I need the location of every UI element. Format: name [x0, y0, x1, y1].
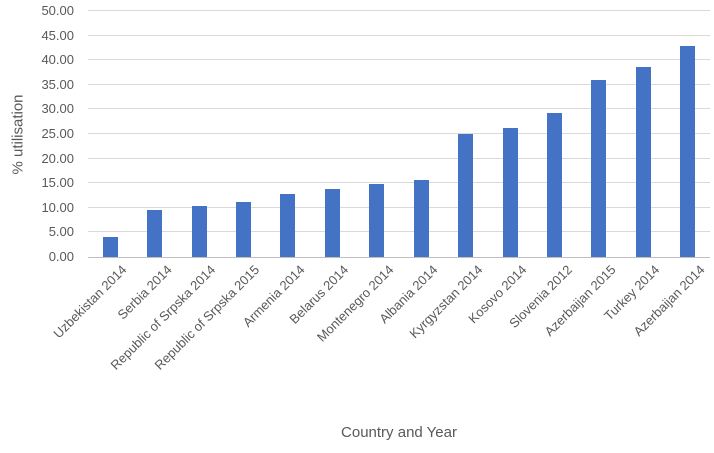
gridline — [88, 133, 710, 134]
y-axis-tick-labels: 0.00 5.00 10.00 15.00 20.00 25.00 30.00 35.00 40… — [0, 3, 74, 264]
y-tick-label: 30.00 — [41, 101, 74, 116]
gridline — [88, 207, 710, 208]
bar — [192, 206, 207, 257]
bar — [458, 134, 473, 257]
bar — [103, 237, 118, 257]
x-tick-label: Uzbekistan 2014 — [50, 262, 130, 342]
gridline — [88, 84, 710, 85]
bar — [680, 46, 695, 257]
gridline — [88, 158, 710, 159]
bar — [503, 128, 518, 257]
bar — [147, 210, 162, 257]
bar — [236, 202, 251, 257]
y-tick-label: 45.00 — [41, 28, 74, 43]
bar — [325, 189, 340, 257]
y-tick-label: 40.00 — [41, 52, 74, 67]
y-tick-label: 25.00 — [41, 126, 74, 141]
plot-area — [88, 10, 710, 258]
gridline — [88, 108, 710, 109]
y-tick-label: 50.00 — [41, 3, 74, 18]
bar — [636, 67, 651, 257]
bar — [414, 180, 429, 257]
gridline — [88, 35, 710, 36]
y-tick-label: 20.00 — [41, 151, 74, 166]
y-tick-label: 10.00 — [41, 200, 74, 215]
bar — [547, 113, 562, 257]
gridline — [88, 10, 710, 11]
x-axis-tick-labels: Uzbekistan 2014 Serbia 2014 Republic of Sr… — [51, 262, 710, 412]
x-axis-line — [88, 257, 710, 258]
y-tick-label: 5.00 — [48, 224, 74, 239]
y-tick-label: 35.00 — [41, 77, 74, 92]
bar — [591, 80, 606, 257]
bar — [280, 194, 295, 257]
y-tick-label: 15.00 — [41, 175, 74, 190]
gridline — [88, 59, 710, 60]
gridline — [88, 182, 710, 183]
x-axis-title: Country and Year — [341, 424, 457, 441]
gridline — [88, 231, 710, 232]
y-tick-label: 0.00 — [48, 249, 74, 264]
bar — [369, 184, 384, 257]
